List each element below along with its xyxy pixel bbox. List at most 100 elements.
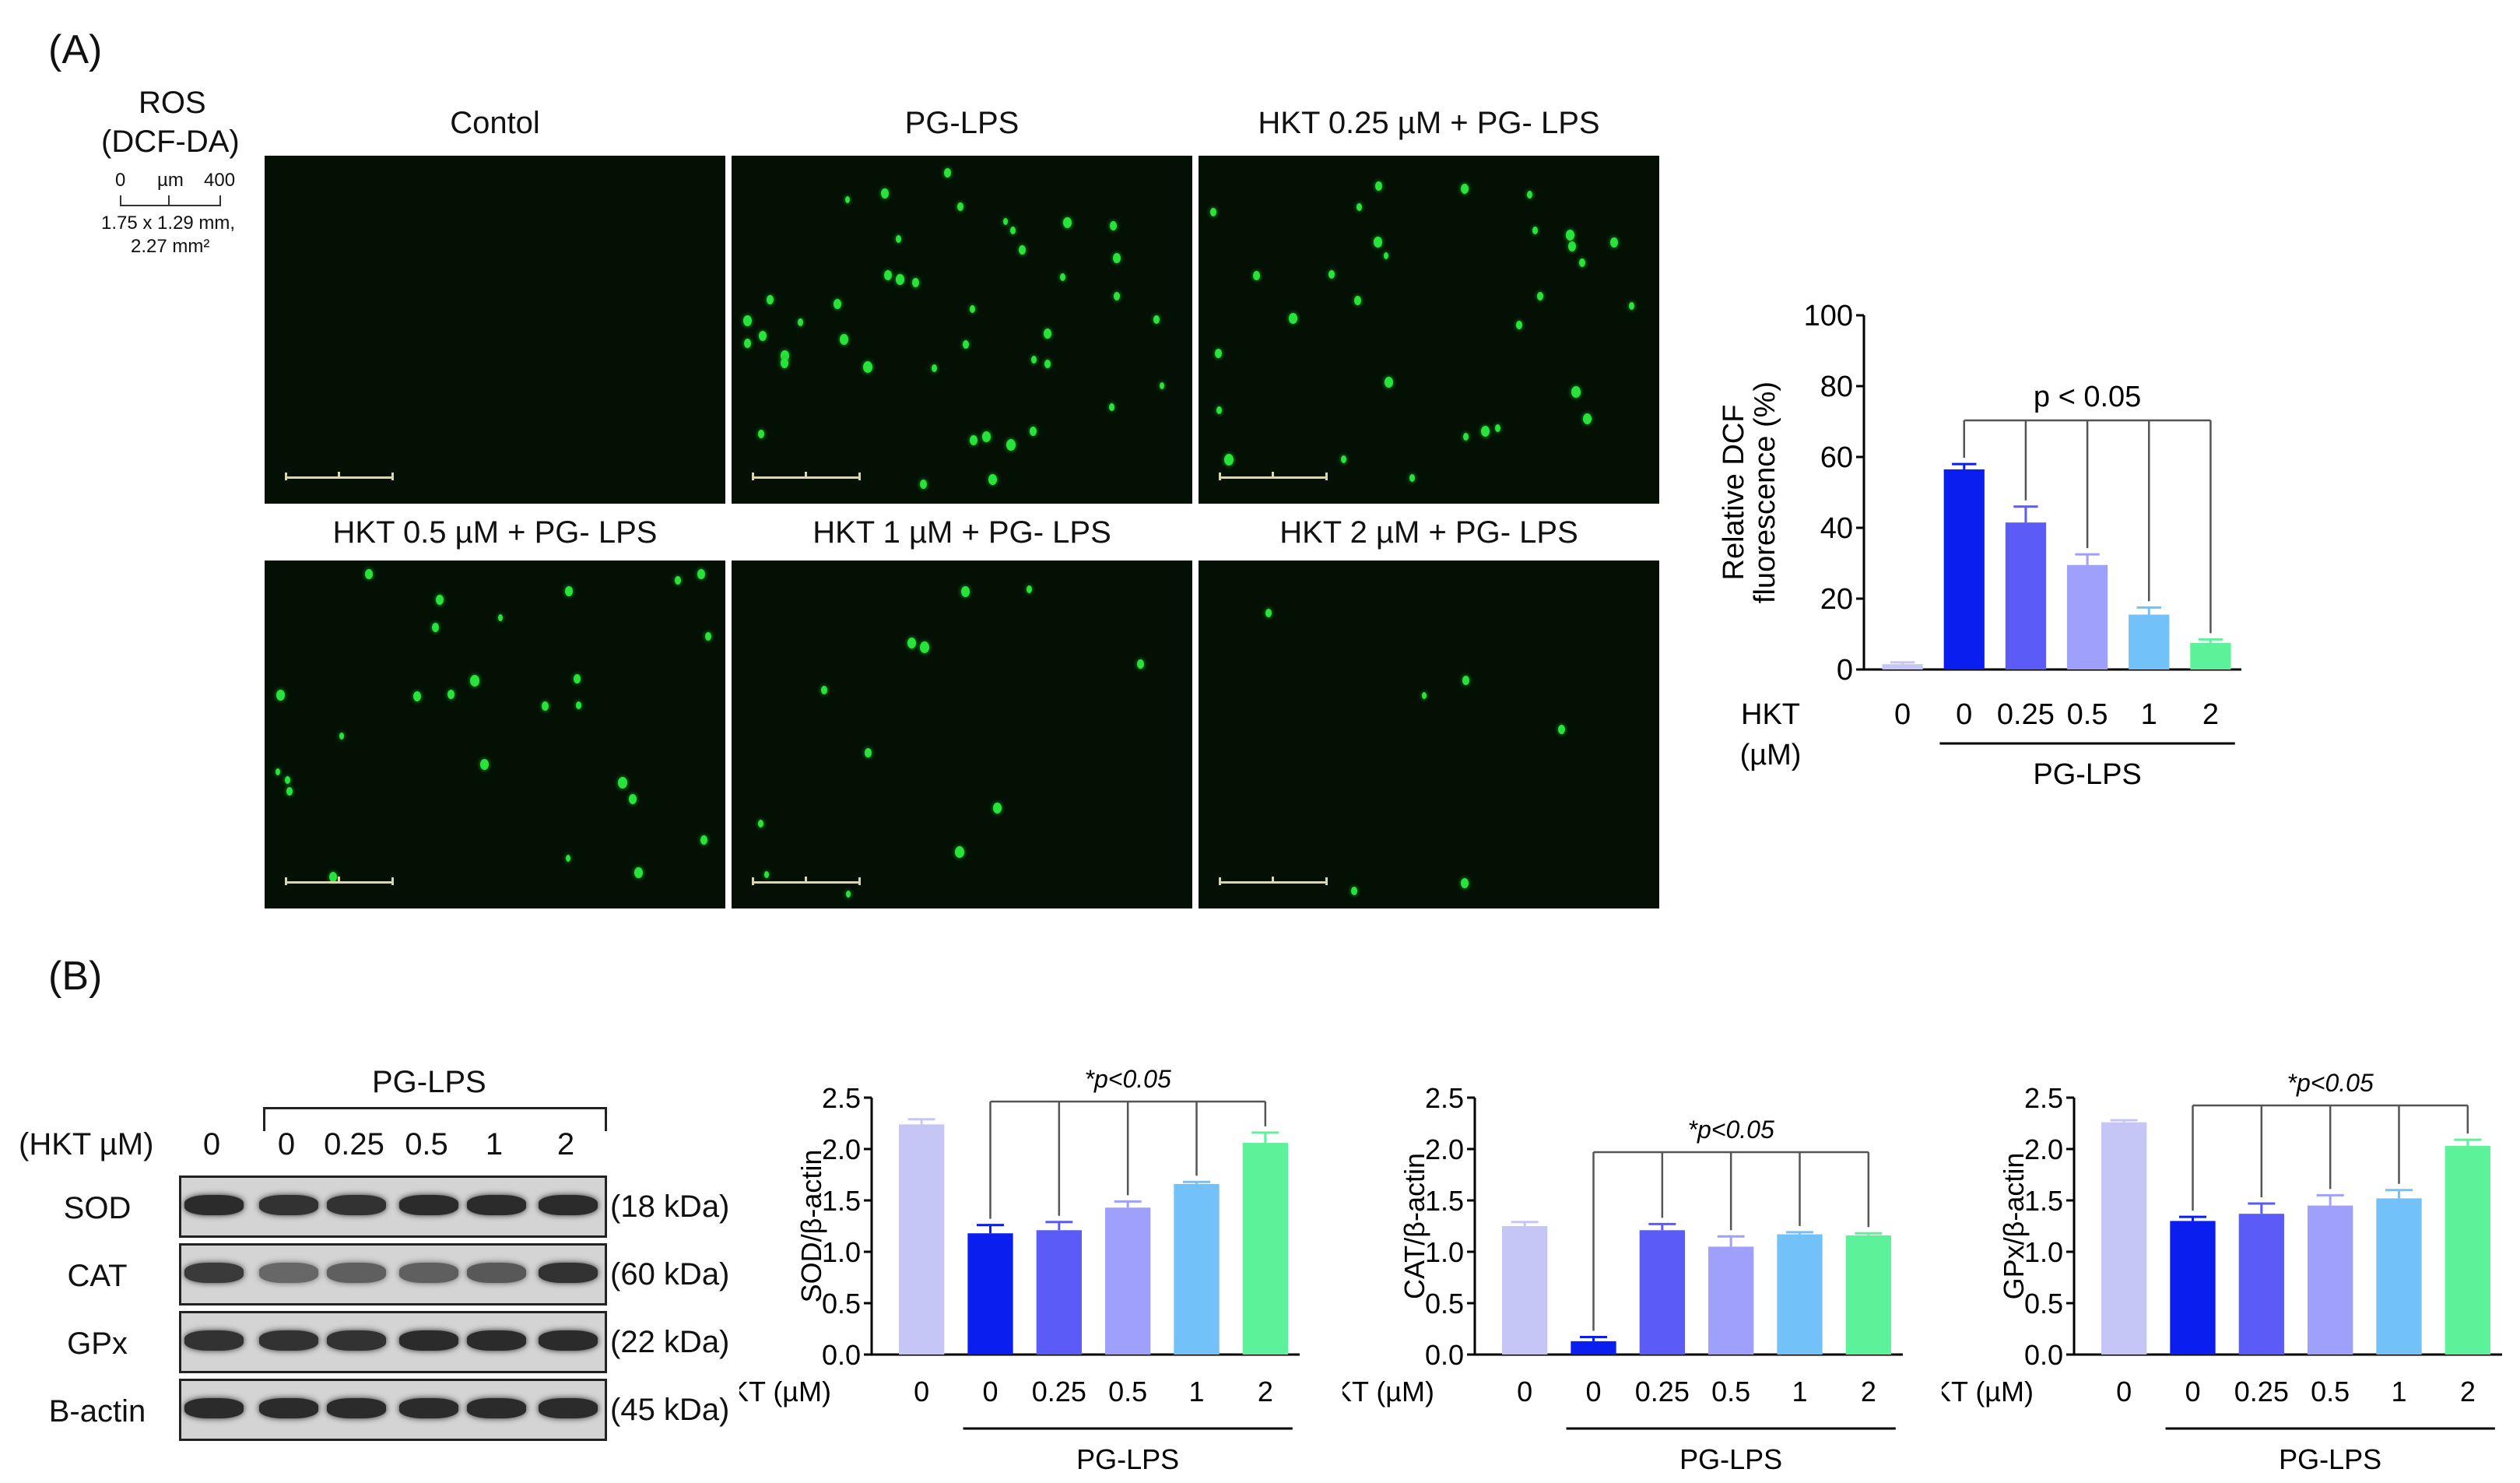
blot-band: [259, 1330, 318, 1351]
fluorescent-cell: [759, 331, 767, 341]
bar: [1502, 1226, 1548, 1355]
fluorescent-cell: [1265, 609, 1272, 617]
blot-size-label: (22 kDa): [610, 1325, 730, 1359]
fluorescent-cell: [576, 701, 581, 709]
blot-band: [539, 1398, 598, 1418]
blot-group-label: PG-LPS: [372, 1065, 486, 1099]
blot-protein-label: B-actin: [48, 1394, 146, 1429]
x-category-label: 0.25: [2234, 1376, 2289, 1407]
bar: [2376, 1198, 2422, 1355]
image-scale-bar-tick: [805, 472, 807, 478]
fluorescent-cell: [1351, 887, 1357, 895]
fluorescent-cell: [821, 686, 827, 694]
blot-band: [467, 1398, 526, 1418]
blot-band: [184, 1330, 244, 1351]
fluorescent-cell: [1409, 474, 1415, 482]
blot-protein-label: CAT: [67, 1259, 128, 1293]
y-tick-label: 0.5: [822, 1288, 861, 1320]
fluorescent-cell: [1579, 258, 1585, 267]
bar: [1777, 1234, 1823, 1355]
fluorescent-cell: [1527, 191, 1532, 199]
panel-a-letter: (A): [48, 27, 103, 72]
fluorescent-cell: [1216, 406, 1222, 414]
y-tick-label: 2.5: [2024, 1082, 2063, 1114]
bar: [2308, 1205, 2353, 1355]
x-category-label: 0: [982, 1376, 998, 1407]
fluorescent-cell: [1571, 386, 1581, 398]
micrograph-control: [265, 156, 725, 504]
fluorescent-cell: [920, 641, 929, 653]
fluorescent-cell: [1030, 427, 1037, 436]
y-tick-label: 1.5: [822, 1185, 861, 1217]
blot-band: [539, 1195, 598, 1215]
fluorescent-cell: [1003, 218, 1008, 225]
blot-size-label: (18 kDa): [610, 1190, 730, 1224]
y-axis-label: GPx/β-actin: [1998, 1153, 2030, 1300]
micrograph-pg-lps: [732, 156, 1192, 504]
x-axis-label: HKT (µM): [1942, 1376, 2034, 1407]
fluorescent-cell: [912, 278, 919, 287]
y-tick-label: 40: [1820, 512, 1853, 545]
x-category-label: 0.5: [2067, 698, 2108, 731]
fluorescent-cell: [1375, 181, 1382, 191]
fluorescent-cell: [993, 803, 1002, 814]
y-tick-label: 0.0: [2024, 1339, 2063, 1371]
x-category-label: 0.5: [1711, 1376, 1750, 1407]
y-tick-label: 0.5: [2024, 1288, 2063, 1320]
x-category-label: 1: [2391, 1376, 2406, 1407]
x-category-label: 2: [2460, 1376, 2476, 1407]
caption-control: Contol: [450, 106, 540, 140]
y-tick-label: 0.5: [1425, 1288, 1464, 1320]
y-tick-label: 2.5: [1425, 1082, 1464, 1114]
y-tick-label: 0.0: [1425, 1339, 1464, 1371]
fluorescent-cell: [920, 480, 927, 489]
fluorescent-cell: [1031, 356, 1037, 364]
bar: [899, 1124, 945, 1355]
blot-band: [327, 1263, 386, 1283]
y-tick-label: 0: [1837, 654, 1853, 687]
micrograph-hkt-0-5: [265, 561, 725, 908]
fluorescent-cell: [574, 674, 581, 684]
blot-group-bracket: [263, 1107, 607, 1131]
bar: [1882, 664, 1923, 669]
caption-pg-lps: PG-LPS: [904, 106, 1020, 140]
fluorescent-cell: [896, 274, 904, 285]
fluorescent-cell: [1113, 253, 1121, 263]
fluorescent-cell: [432, 623, 439, 632]
fluorescent-cell: [1019, 245, 1026, 255]
fluorescent-cell: [798, 318, 803, 326]
fluorescent-cell: [767, 295, 774, 304]
fluorescent-cell: [957, 202, 963, 211]
fluorescent-cell: [834, 299, 841, 309]
fluorescent-cell: [1010, 227, 1016, 234]
bar: [1174, 1183, 1220, 1355]
fluorescent-cell: [1109, 403, 1114, 411]
bar: [2129, 614, 2170, 669]
fluorescent-cell: [365, 569, 373, 579]
fluorescent-cell: [907, 638, 916, 648]
bar: [1242, 1143, 1288, 1355]
bar: [1036, 1230, 1082, 1355]
blot-lane-label: 0: [277, 1127, 296, 1161]
fluorescent-cell: [1114, 292, 1120, 300]
x-category-label: 2: [1258, 1376, 1273, 1407]
blot-band: [184, 1195, 244, 1215]
blot-lane-label: 0.5: [405, 1127, 448, 1161]
fluorescent-cell: [1006, 439, 1016, 451]
fluorescent-cell: [743, 315, 752, 326]
x-category-label: 0.5: [2311, 1376, 2350, 1407]
fluorescent-cell: [436, 595, 444, 605]
fluorescent-cell: [700, 835, 707, 845]
blot-protein-label: GPx: [67, 1327, 128, 1361]
x-category-label: 0.25: [1032, 1376, 1086, 1407]
x-axis-label: HKT: [1741, 698, 1800, 731]
image-scale-bar-tick: [338, 877, 340, 883]
blot-band: [327, 1398, 386, 1418]
blot-lane-label: 1: [485, 1127, 504, 1161]
scale-area: 2.27 mm²: [131, 236, 210, 257]
fluorescent-cell: [339, 733, 344, 740]
fluorescent-cell: [1463, 433, 1469, 441]
fluorescent-cell: [1495, 424, 1500, 432]
blot-band: [327, 1195, 386, 1215]
x-category-label: 0: [914, 1376, 929, 1407]
